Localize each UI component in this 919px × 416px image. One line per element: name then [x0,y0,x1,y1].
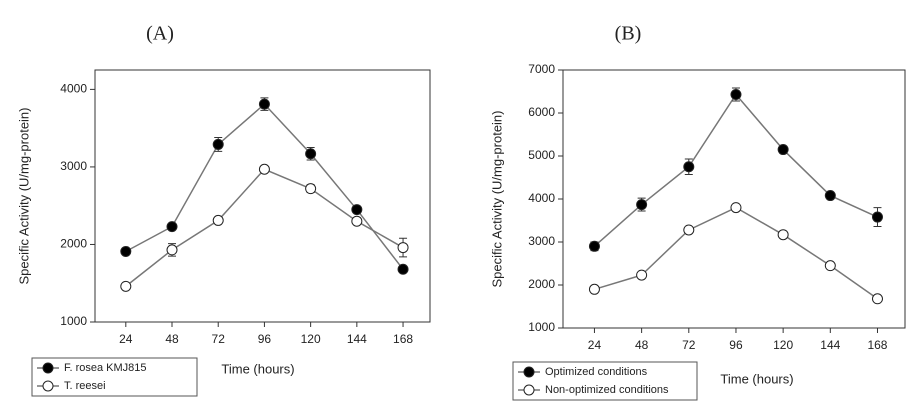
data-point [212,138,224,150]
data-point [351,204,363,216]
x-tick-label: 48 [635,338,649,352]
x-tick-label: 96 [258,332,272,346]
x-tick-label: 144 [347,332,367,346]
data-point [824,190,836,202]
x-axis-label: Time (hours) [221,361,294,376]
data-point [166,244,178,256]
x-tick-label: 24 [119,332,133,346]
plot-frame [562,69,906,329]
data-point [683,161,695,173]
data-point [305,148,317,160]
y-tick-label: 2000 [528,277,555,291]
y-axis-label: Specific Activity (U/mg-protein) [489,111,504,288]
legend-marker [42,380,54,392]
x-tick-label: 72 [212,332,226,346]
data-point [824,260,836,272]
x-tick-label: 120 [773,338,793,352]
x-tick-label: 168 [393,332,413,346]
legend-box [31,357,198,397]
data-point [871,293,883,305]
legend-label: T. reesei [64,380,106,392]
legend-marker [523,384,535,396]
data-point [351,215,363,227]
y-axis-label: Specific Activity (U/mg-protein) [16,108,31,285]
data-point [871,211,883,223]
y-tick-label: 5000 [528,148,555,162]
series-line [593,93,878,247]
legend-label: F. rosea KMJ815 [64,362,147,374]
data-point [305,183,317,195]
legend-box [512,361,698,401]
data-point [777,229,789,241]
y-tick-label: 1000 [60,314,87,328]
x-tick-label: 144 [820,338,840,352]
chart-title: (B) [615,23,642,45]
y-tick-label: 3000 [60,159,87,173]
x-tick-label: 72 [682,338,696,352]
data-point [588,240,600,252]
data-point [777,144,789,156]
data-point [258,98,270,110]
plot-frame [94,69,431,323]
series-line [594,206,878,300]
x-tick-label: 168 [867,338,887,352]
chart-title: (A) [146,23,174,45]
legend-marker [523,366,535,378]
y-tick-label: 4000 [528,191,555,205]
series-line [125,103,404,270]
data-point [166,221,178,233]
y-tick-label: 3000 [528,234,555,248]
data-point [120,245,132,257]
y-tick-label: 1000 [528,320,555,334]
data-point [730,202,742,214]
legend-marker [42,362,54,374]
x-axis-label: Time (hours) [720,371,793,386]
x-tick-label: 48 [165,332,179,346]
data-point [588,283,600,295]
y-tick-label: 2000 [60,237,87,251]
data-point [730,89,742,101]
data-point [683,224,695,236]
x-tick-label: 120 [301,332,321,346]
data-point [636,269,648,281]
y-tick-label: 7000 [528,62,555,76]
data-point [120,280,132,292]
y-tick-label: 6000 [528,105,555,119]
y-tick-label: 4000 [60,82,87,96]
legend-label: Non-optimized conditions [545,384,669,396]
data-point [397,242,409,254]
legend-label: Optimized conditions [545,366,648,378]
data-point [258,163,270,175]
data-point [636,199,648,211]
x-tick-label: 96 [729,338,743,352]
data-point [212,214,224,226]
x-tick-label: 24 [588,338,602,352]
data-point [397,263,409,275]
